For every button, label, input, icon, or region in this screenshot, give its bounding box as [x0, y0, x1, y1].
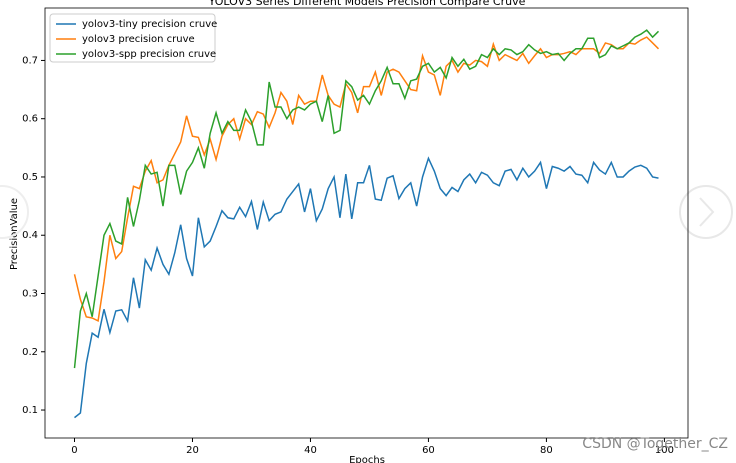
series-line: [73, 29, 660, 369]
y-tick-label: 0.2: [22, 347, 38, 358]
nav-prev-button[interactable]: [0, 185, 29, 239]
x-tick-label: 20: [186, 445, 199, 456]
x-tick-label: 0: [71, 445, 77, 456]
x-tick-label: 40: [304, 445, 317, 456]
nav-next-button[interactable]: [679, 185, 733, 239]
y-tick-label: 0.3: [22, 289, 38, 300]
x-tick-label: 80: [540, 445, 553, 456]
y-tick-label: 0.4: [22, 230, 38, 241]
x-tick-label: 60: [422, 445, 435, 456]
legend-label: yolov3-tiny precision cruve: [82, 19, 217, 30]
chart-title: YOLOV3 Series Different Models Precision…: [208, 0, 526, 8]
series-line: [74, 156, 659, 419]
legend-box: [49, 13, 216, 63]
legend-label: yolov3 precision cruve: [82, 34, 195, 45]
plot-frame: [44, 7, 689, 439]
x-tick-label: 100: [655, 445, 674, 456]
y-tick-label: 0.6: [22, 114, 38, 125]
series-line: [73, 36, 660, 323]
watermark: CSDN @Together_CZ: [582, 436, 728, 452]
nav-arrow: [699, 197, 715, 227]
x-axis-label: Epochs: [349, 455, 385, 463]
y-tick-label: 0.7: [22, 55, 38, 66]
y-tick-label: 0.5: [22, 172, 38, 183]
legend-label: yolov3-spp precision cruve: [82, 49, 216, 60]
y-tick-label: 0.1: [22, 405, 38, 416]
